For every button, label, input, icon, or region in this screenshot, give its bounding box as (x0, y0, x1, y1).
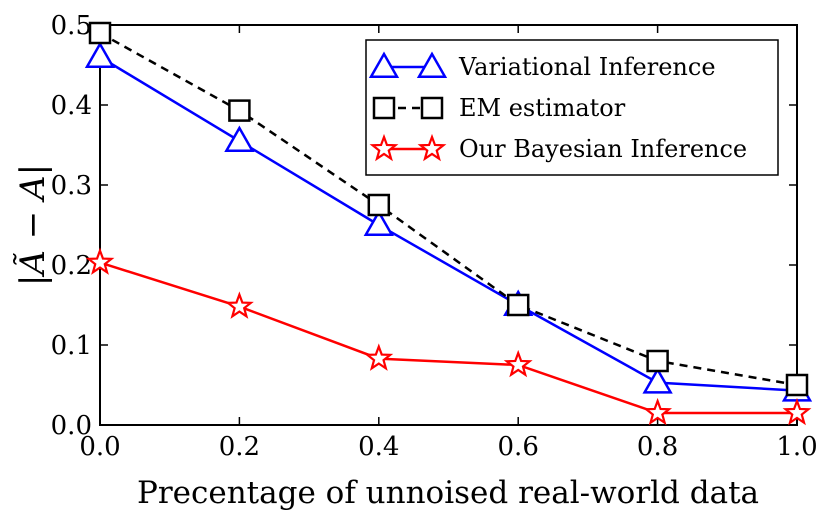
y-tick-label: 0.0 (51, 411, 92, 441)
legend-marker (420, 96, 444, 120)
data-point-variational-inference (84, 41, 116, 68)
legend-marker (416, 51, 448, 78)
data-point-em-estimator (88, 21, 112, 45)
x-tick-label: 0.2 (219, 432, 260, 462)
series-em-estimator (88, 21, 809, 397)
legend-item-em-estimator: EM estimator (372, 94, 626, 122)
y-tick-label: 0.3 (51, 171, 92, 201)
legend-label: Our Bayesian Inference (459, 135, 747, 163)
x-axis-label: Precentage of unnoised real-world data (137, 475, 759, 511)
y-tick-label: 0.4 (51, 91, 92, 121)
data-point-em-estimator (367, 193, 391, 217)
data-point-em-estimator (785, 373, 809, 397)
legend-label: Variational Inference (458, 53, 716, 81)
data-point-variational-inference (224, 125, 255, 152)
legend-marker (369, 133, 399, 162)
y-axis-label: |Ã − A| (13, 164, 53, 286)
data-point-variational-inference (642, 367, 673, 394)
x-tick-label: 0.6 (498, 432, 539, 462)
y-tick-label: 0.5 (51, 11, 92, 41)
x-tick-label: 0.4 (358, 432, 399, 462)
x-tick-label: 0.8 (637, 432, 678, 462)
legend: Variational Inference EM estimator Our Bay… (365, 39, 779, 176)
data-point-our-bayesian-inference (503, 349, 533, 378)
data-point-our-bayesian-inference (643, 397, 673, 426)
series-line-variational-inference (99, 55, 798, 392)
legend-label: EM estimator (459, 94, 626, 122)
legend-item-variational-inference: Variational Inference (368, 51, 716, 81)
data-point-em-estimator (506, 293, 530, 317)
legend-marker (372, 96, 396, 120)
data-point-our-bayesian-inference (224, 291, 254, 319)
legend-marker (417, 133, 447, 162)
series-our-bayesian-inference (85, 247, 812, 426)
y-tick-label: 0.2 (51, 251, 92, 281)
data-point-our-bayesian-inference (85, 247, 115, 275)
x-tick-label: 0.0 (79, 432, 120, 462)
series-line-our-bayesian-inference (99, 261, 797, 415)
data-point-em-estimator (646, 349, 669, 373)
data-point-em-estimator (228, 99, 251, 122)
data-point-our-bayesian-inference (364, 343, 394, 371)
x-tick-label: 1.0 (776, 432, 817, 462)
data-point-variational-inference (363, 209, 394, 236)
y-tick-label: 0.1 (51, 331, 92, 361)
series-line-em-estimator (99, 31, 798, 387)
legend-item-our-bayesian-inference: Our Bayesian Inference (369, 133, 747, 163)
legend-marker (368, 51, 400, 78)
data-point-our-bayesian-inference (782, 397, 812, 426)
